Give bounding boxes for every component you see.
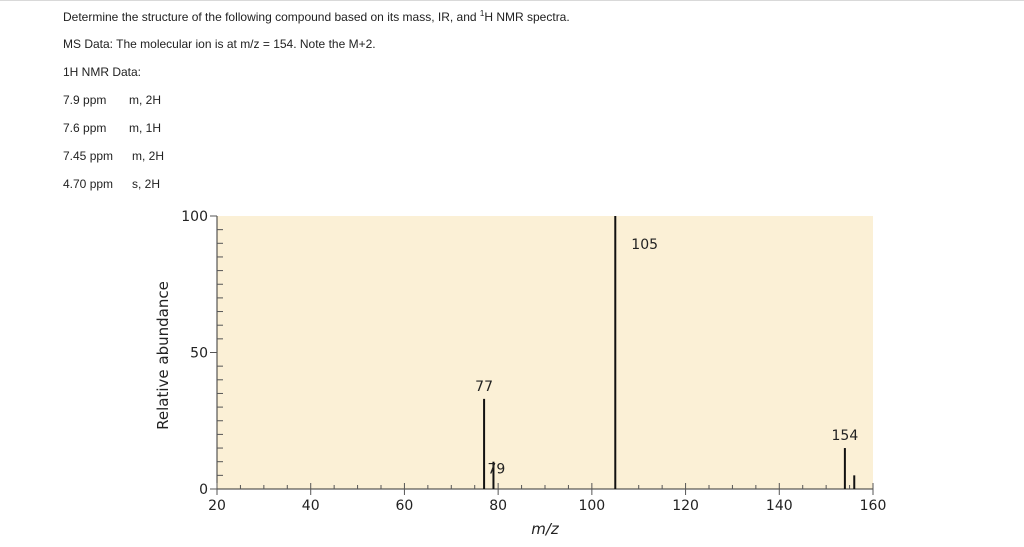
nmr-shift: 7.6 ppm	[63, 121, 107, 135]
nmr-row: 4.70 ppm s, 2H	[63, 177, 160, 191]
x-tick-label: 20	[208, 498, 226, 514]
nmr-multiplicity: m, 2H	[132, 149, 165, 163]
nmr-row: 7.9 ppm m, 2H	[63, 93, 161, 107]
plot-area	[217, 216, 873, 489]
nmr-multiplicity: m, 2H	[129, 93, 162, 107]
question-title-sup: 1	[479, 9, 485, 18]
nmr-shift: 7.9 ppm	[63, 93, 107, 107]
x-tick-label: 40	[302, 498, 320, 514]
y-tick-label: 0	[199, 482, 208, 498]
x-tick-label: 100	[578, 498, 605, 514]
nmr-shift: 7.45 ppm	[63, 149, 114, 163]
ms-data-line: MS Data: The molecular ion is at m/z = 1…	[63, 37, 376, 51]
x-tick-label: 60	[396, 498, 414, 514]
nmr-multiplicity: m, 1H	[129, 121, 162, 135]
peak-label: 77	[475, 379, 493, 395]
nmr-heading: 1H NMR Data:	[63, 65, 142, 79]
question-title: Determine the structure of the following…	[63, 9, 570, 24]
peak-label: 154	[832, 428, 859, 444]
top-divider	[0, 0, 1024, 1]
x-axis-title: m/z	[531, 520, 560, 538]
nmr-row: 7.45 ppm m, 2H	[63, 149, 164, 163]
x-tick-label: 80	[489, 498, 507, 514]
peak-label: 105	[631, 237, 658, 253]
x-tick-label: 120	[672, 498, 699, 514]
nmr-row: 7.6 ppm m, 1H	[63, 121, 161, 135]
y-tick-label: 50	[190, 346, 208, 362]
nmr-shift: 4.70 ppm	[63, 177, 114, 191]
nmr-multiplicity: s, 2H	[132, 177, 161, 191]
peak-label: 79	[487, 462, 505, 478]
x-tick-label: 160	[860, 498, 887, 514]
y-axis-title: Relative abundance	[154, 281, 172, 430]
x-tick-label: 140	[766, 498, 793, 514]
question-title-post: H NMR spectra.	[484, 10, 570, 24]
y-tick-label: 100	[181, 209, 208, 225]
question-title-pre: Determine the structure of the following…	[63, 10, 480, 24]
